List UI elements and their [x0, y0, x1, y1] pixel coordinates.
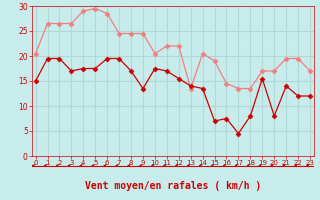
- Text: Vent moyen/en rafales ( km/h ): Vent moyen/en rafales ( km/h ): [85, 181, 261, 191]
